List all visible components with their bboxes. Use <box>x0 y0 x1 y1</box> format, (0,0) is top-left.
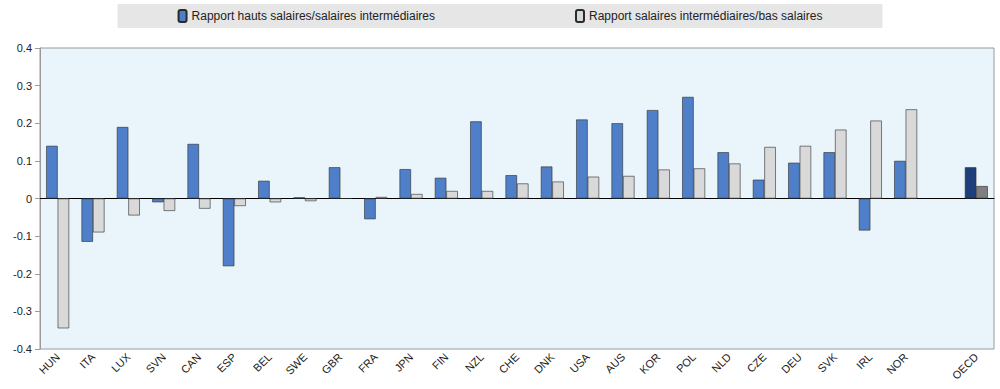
svg-text:SVK: SVK <box>815 350 840 375</box>
svg-text:SVN: SVN <box>143 351 168 376</box>
svg-text:0.1: 0.1 <box>17 155 32 167</box>
svg-text:SWE: SWE <box>283 351 309 377</box>
svg-text:-0.4: -0.4 <box>13 343 32 355</box>
svg-text:AUS: AUS <box>603 351 627 375</box>
svg-text:DEU: DEU <box>779 351 804 376</box>
svg-text:ESP: ESP <box>215 351 239 375</box>
svg-text:HUN: HUN <box>37 351 62 376</box>
svg-text:0.3: 0.3 <box>17 80 32 92</box>
svg-text:FRA: FRA <box>356 350 380 374</box>
svg-text:0.2: 0.2 <box>17 117 32 129</box>
svg-text:-0.3: -0.3 <box>13 305 32 317</box>
svg-text:LUX: LUX <box>109 350 133 374</box>
svg-text:FIN: FIN <box>430 351 451 372</box>
svg-text:Rapport hauts salaires/salaire: Rapport hauts salaires/salaires interméd… <box>192 9 435 23</box>
svg-text:KOR: KOR <box>637 351 662 376</box>
svg-text:CHE: CHE <box>496 351 521 376</box>
svg-text:BEL: BEL <box>251 351 274 374</box>
svg-text:NOR: NOR <box>884 351 910 377</box>
svg-text:0.4: 0.4 <box>17 42 32 54</box>
svg-text:DNK: DNK <box>532 350 557 375</box>
svg-text:-0.1: -0.1 <box>13 230 32 242</box>
svg-text:CAN: CAN <box>178 351 203 376</box>
svg-text:GBR: GBR <box>319 351 344 376</box>
svg-text:OECD: OECD <box>950 351 981 382</box>
svg-text:-0.2: -0.2 <box>13 268 32 280</box>
svg-text:IRL: IRL <box>854 351 875 372</box>
svg-text:NZL: NZL <box>463 351 486 374</box>
svg-text:JPN: JPN <box>392 351 415 374</box>
svg-text:CZE: CZE <box>745 351 769 375</box>
svg-text:ITA: ITA <box>77 350 97 370</box>
svg-text:USA: USA <box>567 350 592 375</box>
svg-text:NLD: NLD <box>709 351 733 375</box>
svg-text:Rapport salaires intermédiaire: Rapport salaires intermédiaires/bas sala… <box>589 9 822 23</box>
svg-text:POL: POL <box>674 351 698 375</box>
svg-text:0: 0 <box>26 193 32 205</box>
